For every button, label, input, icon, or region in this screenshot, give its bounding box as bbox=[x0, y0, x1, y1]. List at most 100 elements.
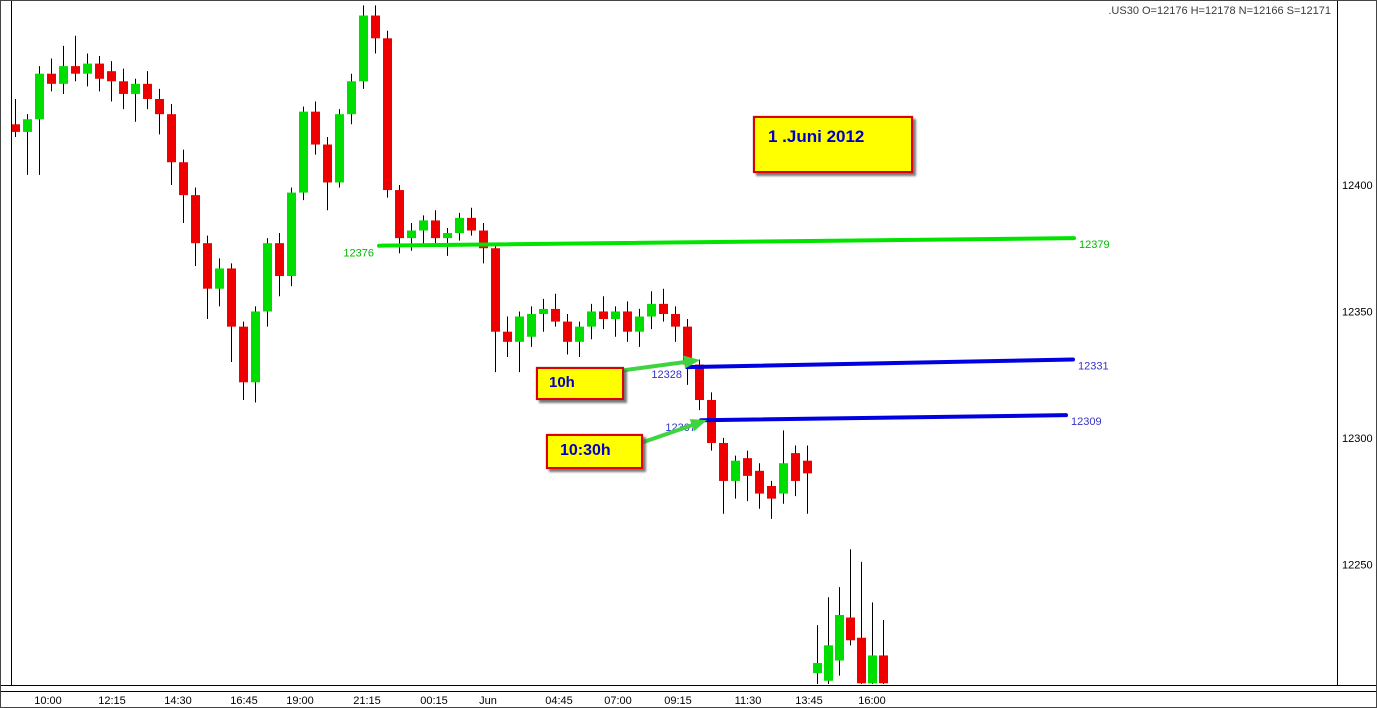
time-axis-label: 13:45 bbox=[795, 695, 823, 707]
candle-up bbox=[59, 45, 68, 94]
arrow-1030h[interactable] bbox=[633, 419, 707, 447]
candle-down bbox=[683, 319, 692, 385]
candle-down bbox=[755, 463, 764, 509]
candle-up bbox=[251, 306, 260, 403]
candle-up bbox=[527, 306, 536, 347]
candle-down bbox=[791, 445, 800, 497]
annotation-label-10h: 10h bbox=[549, 374, 575, 391]
candle-up bbox=[299, 106, 308, 201]
time-axis-label: 19:00 bbox=[286, 695, 314, 707]
time-axis-label: 10:00 bbox=[34, 695, 62, 707]
price-axis: 12400 12350 12300 12250 bbox=[1342, 180, 1373, 571]
candle-up bbox=[587, 303, 596, 340]
candle-down bbox=[431, 210, 440, 244]
resistance-green-label-left: 12376 bbox=[343, 248, 374, 260]
candle-up bbox=[287, 187, 296, 287]
time-axis-label: Jun bbox=[479, 695, 497, 707]
candle-down bbox=[275, 233, 284, 297]
time-axis: 10:00 12:15 14:30 16:45 19:00 21:15 00:15 Jun 04… bbox=[34, 695, 886, 707]
time-axis-label: 14:30 bbox=[164, 695, 192, 707]
candle-up bbox=[23, 114, 32, 175]
candle-down bbox=[879, 620, 888, 684]
candle-down bbox=[371, 5, 380, 54]
time-axis-label: 09:15 bbox=[664, 695, 692, 707]
time-axis-label: 16:00 bbox=[858, 695, 886, 707]
candle-up bbox=[455, 212, 464, 241]
chart-frame bbox=[1, 1, 1376, 692]
price-axis-label: 12400 bbox=[1342, 180, 1373, 192]
candle-down bbox=[395, 185, 404, 254]
candle-up bbox=[263, 238, 272, 327]
candle-up bbox=[539, 298, 548, 332]
candle-up bbox=[515, 311, 524, 373]
candle-down bbox=[857, 561, 866, 684]
candle-up bbox=[835, 587, 844, 676]
time-axis-label: 07:00 bbox=[604, 695, 632, 707]
candle-up bbox=[813, 625, 822, 684]
candle-down bbox=[803, 445, 812, 514]
support-blue-2[interactable]: 1230712309 bbox=[665, 413, 1102, 434]
time-axis-label: 16:45 bbox=[230, 695, 258, 707]
candle-down bbox=[311, 101, 320, 155]
candle-down bbox=[503, 316, 512, 357]
support-blue-2-label-right: 12309 bbox=[1071, 416, 1102, 428]
candle-down bbox=[767, 480, 776, 519]
date-annotation-box[interactable]: 1 .Juni 2012 bbox=[753, 116, 913, 173]
support-blue-1-label-right: 12331 bbox=[1078, 361, 1109, 373]
candle-down bbox=[551, 293, 560, 327]
annotation-box-1030h[interactable]: 10:30h bbox=[546, 434, 643, 469]
candle-down bbox=[846, 549, 855, 646]
arrow-10h[interactable] bbox=[616, 355, 700, 373]
candle-down bbox=[143, 71, 152, 110]
candle-down bbox=[191, 187, 200, 266]
candle-down bbox=[71, 35, 80, 82]
candle-up bbox=[443, 227, 452, 256]
candle-up bbox=[35, 66, 44, 175]
candle-down bbox=[119, 68, 128, 110]
candle-up bbox=[824, 597, 833, 684]
candle-down bbox=[599, 296, 608, 330]
candle-up bbox=[215, 258, 224, 307]
candle-up bbox=[647, 291, 656, 330]
support-blue-1[interactable]: 12328 12331 bbox=[651, 357, 1109, 382]
time-axis-label: 11:30 bbox=[735, 695, 762, 707]
candle-down bbox=[227, 263, 236, 363]
support-blue-1-label-left: 12328 bbox=[651, 369, 682, 381]
candle-up bbox=[575, 321, 584, 357]
candle-up bbox=[731, 455, 740, 499]
candle-down bbox=[203, 235, 212, 320]
candle-up bbox=[131, 78, 140, 122]
candle-down bbox=[47, 58, 56, 92]
date-annotation-label: 1 .Juni 2012 bbox=[768, 127, 865, 146]
candle-up bbox=[611, 306, 620, 337]
candle-down bbox=[563, 313, 572, 355]
candle-down bbox=[719, 437, 728, 514]
candle-up bbox=[359, 5, 368, 89]
candle-up bbox=[868, 602, 877, 684]
resistance-green-label-right: 12379 bbox=[1079, 239, 1110, 251]
candle-up bbox=[83, 53, 92, 87]
candle-down bbox=[12, 99, 20, 137]
candle-up bbox=[335, 109, 344, 188]
candle-up bbox=[635, 308, 644, 347]
time-axis-label: 12:15 bbox=[98, 695, 126, 707]
candle-up bbox=[779, 430, 788, 504]
price-axis-label: 12300 bbox=[1342, 433, 1373, 445]
time-axis-label: 21:15 bbox=[353, 695, 381, 707]
candle-down bbox=[167, 104, 176, 185]
candle-up bbox=[419, 215, 428, 246]
price-axis-label: 12250 bbox=[1342, 559, 1373, 571]
candle-up bbox=[347, 73, 356, 125]
candle-down bbox=[107, 61, 116, 102]
candle-down bbox=[323, 136, 332, 211]
candle-down bbox=[659, 288, 668, 322]
annotation-box-10h[interactable]: 10h bbox=[536, 367, 624, 400]
candle-down bbox=[467, 207, 476, 236]
candle-down bbox=[743, 450, 752, 502]
resistance-green[interactable]: 12376 12379 bbox=[343, 236, 1110, 260]
annotation-label-1030h: 10:30h bbox=[560, 442, 611, 459]
candle-down bbox=[671, 306, 680, 342]
candles-layer bbox=[12, 5, 888, 684]
